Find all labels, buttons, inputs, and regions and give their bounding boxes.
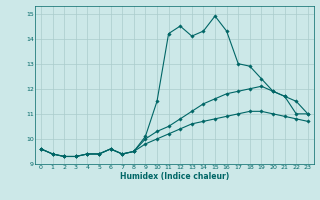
X-axis label: Humidex (Indice chaleur): Humidex (Indice chaleur) — [120, 172, 229, 181]
